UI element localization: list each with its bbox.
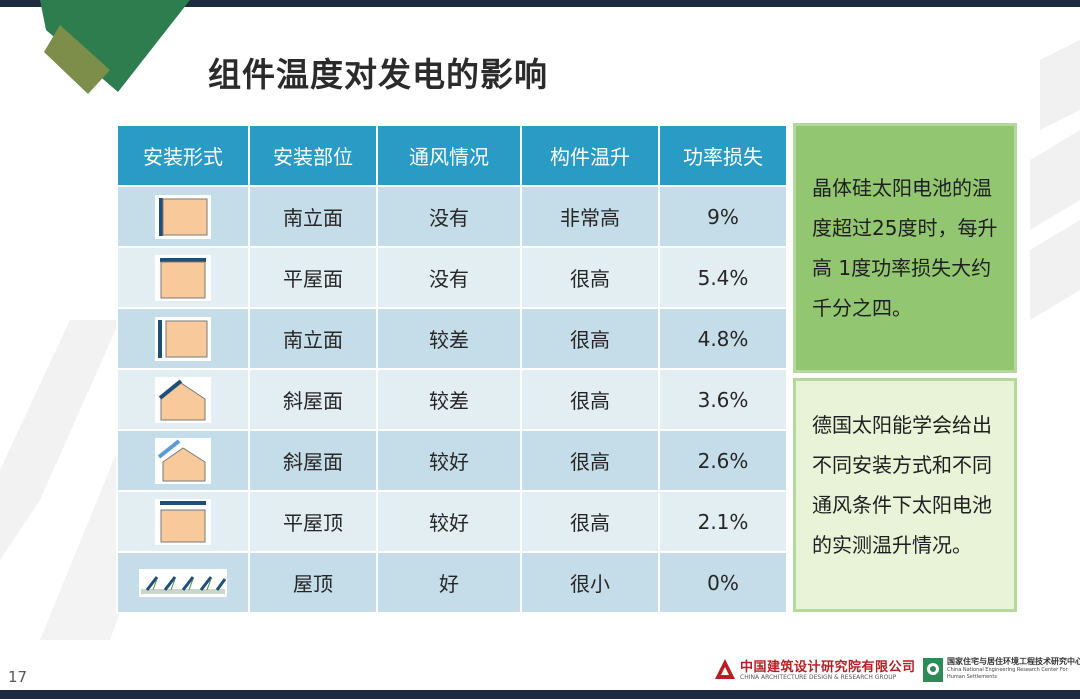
page-title: 组件温度对发电的影响 — [208, 55, 548, 94]
cell-position: 平屋顶 — [248, 490, 378, 553]
cell-temp-rise: 很高 — [520, 429, 660, 492]
table-header-row: 安装形式 安装部位 通风情况 构件温升 功率损失 — [116, 124, 788, 187]
logo1-cn: 中国建筑设计研究院有限公司 — [740, 660, 916, 675]
sloped-roof-gap-icon — [155, 437, 211, 484]
cell-temp-rise: 很高 — [520, 246, 660, 309]
logo1-en: CHINA ARCHITECTURE DESIGN & RESEARCH GRO… — [740, 674, 897, 681]
table-row: 南立面 较差 很高 4.8% — [116, 307, 788, 370]
cell-power-loss: 5.4% — [658, 246, 788, 309]
national-research-center-logo: 国家住宅与居住环境工程技术研究中心 China National Enginee… — [922, 656, 1080, 690]
cell-position: 屋顶 — [248, 551, 378, 614]
cell-power-loss: 0% — [658, 551, 788, 614]
cell-ventilation: 好 — [376, 551, 522, 614]
cell-ventilation: 没有 — [376, 246, 522, 309]
cell-position: 平屋面 — [248, 246, 378, 309]
cell-ventilation: 较差 — [376, 307, 522, 370]
note-line: 不同安装方式和不同 — [812, 453, 992, 477]
note-line: 通风条件下太阳电池 — [812, 493, 992, 517]
bottom-bar — [0, 690, 1080, 699]
cell-power-loss: 2.6% — [658, 429, 788, 492]
header-power-loss: 功率损失 — [658, 124, 788, 187]
cell-ventilation: 较差 — [376, 368, 522, 431]
temperature-impact-table: 安装形式 安装部位 通风情况 构件温升 功率损失 南立面 没有 非常高 9% — [116, 124, 788, 614]
cell-power-loss: 4.8% — [658, 307, 788, 370]
sloped-roof-no-gap-icon — [155, 376, 211, 423]
cell-ventilation: 较好 — [376, 429, 522, 492]
header-install-type: 安装形式 — [116, 124, 250, 187]
cell-power-loss: 9% — [658, 185, 788, 248]
note-source: 德国太阳能学会给出 不同安装方式和不同 通风条件下太阳电池 的实测温升情况。 — [793, 378, 1017, 612]
header-install-position: 安装部位 — [248, 124, 378, 187]
table-row: 平屋顶 较好 很高 2.1% — [116, 490, 788, 553]
cell-power-loss: 2.1% — [658, 490, 788, 553]
header-ventilation: 通风情况 — [376, 124, 522, 187]
cell-ventilation: 没有 — [376, 185, 522, 248]
table-row: 平屋面 没有 很高 5.4% — [116, 246, 788, 309]
logo2-en: China National Engineering Research Cent… — [947, 667, 1068, 680]
research-center-logo-icon — [923, 658, 943, 682]
cell-temp-rise: 非常高 — [520, 185, 660, 248]
cell-temp-rise: 很高 — [520, 490, 660, 553]
cadg-logo-icon — [715, 659, 735, 679]
south-facade-no-gap-icon — [155, 194, 211, 239]
note-line: 晶体硅太阳电池的温 — [812, 176, 992, 200]
cell-position: 斜屋面 — [248, 368, 378, 431]
note-line: 高 1度功率损失大约 — [812, 256, 992, 280]
cell-temp-rise: 很高 — [520, 368, 660, 431]
china-architecture-logo: 中国建筑设计研究院有限公司 CHINA ARCHITECTURE DESIGN … — [714, 656, 918, 688]
header-temp-rise: 构件温升 — [520, 124, 660, 187]
south-facade-gap-icon — [155, 316, 211, 361]
flat-roof-raised-icon — [155, 498, 211, 545]
page-number: 17 — [8, 668, 28, 686]
cell-position: 南立面 — [248, 307, 378, 370]
cell-ventilation: 较好 — [376, 490, 522, 553]
top-bar — [0, 0, 1080, 7]
table-row: 南立面 没有 非常高 9% — [116, 185, 788, 248]
logo2-cn: 国家住宅与居住环境工程技术研究中心 — [947, 657, 1080, 666]
note-temperature-coefficient: 晶体硅太阳电池的温 度超过25度时，每升 高 1度功率损失大约 千分之四。 — [793, 123, 1017, 373]
note-line: 的实测温升情况。 — [812, 533, 972, 557]
cell-power-loss: 3.6% — [658, 368, 788, 431]
rooftop-rack-icon — [139, 568, 227, 597]
cell-position: 斜屋面 — [248, 429, 378, 492]
cell-temp-rise: 很高 — [520, 307, 660, 370]
cell-temp-rise: 很小 — [520, 551, 660, 614]
table-row: 屋顶 好 很小 0% — [116, 551, 788, 614]
cell-position: 南立面 — [248, 185, 378, 248]
table-row: 斜屋面 较差 很高 3.6% — [116, 368, 788, 431]
note-line: 德国太阳能学会给出 — [812, 413, 992, 437]
note-line: 千分之四。 — [812, 296, 912, 320]
table-row: 斜屋面 较好 很高 2.6% — [116, 429, 788, 492]
note-line: 度超过25度时，每升 — [812, 216, 998, 240]
flat-roof-no-gap-icon — [155, 254, 211, 301]
